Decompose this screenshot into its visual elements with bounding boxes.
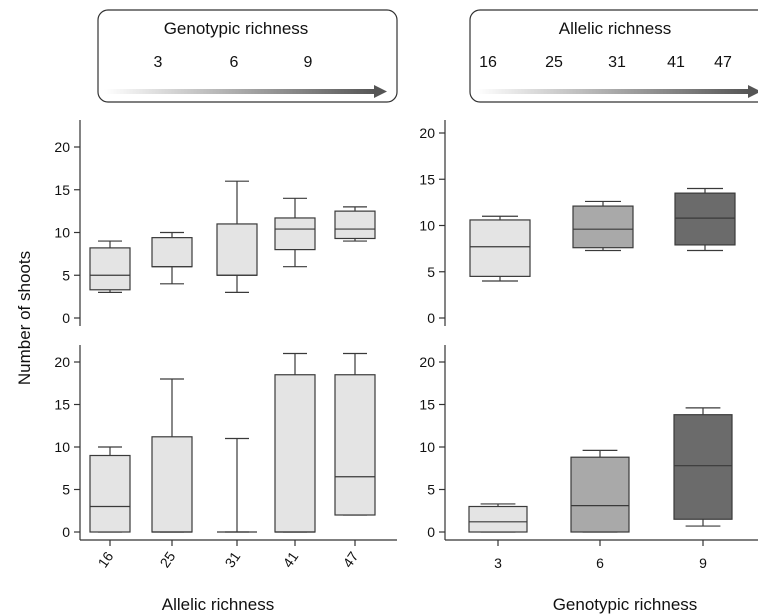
panel-bottom-left: 0 5 10 15 20 16 25 31 41 47 — [54, 345, 397, 570]
legend-allelic-value: 16 — [479, 54, 497, 71]
box-iqr — [151, 237, 193, 268]
y-tick-label: 0 — [62, 310, 70, 326]
y-tick-label: 15 — [54, 397, 70, 413]
box-iqr — [570, 456, 630, 533]
y-tick-label: 15 — [54, 182, 70, 198]
y-tick-label: 15 — [419, 171, 435, 187]
box-iqr — [89, 454, 131, 533]
y-tick-label: 5 — [62, 482, 70, 498]
y-tick-label: 10 — [419, 439, 435, 455]
y-tick-label: 5 — [62, 267, 70, 283]
box-iqr — [674, 192, 736, 246]
legend-genotypic-frame — [97, 9, 398, 103]
legend-allelic-frame — [469, 9, 758, 103]
legend-allelic-value: 25 — [545, 54, 563, 71]
legend-allelic-title: Allelic richness — [559, 19, 671, 38]
box-iqr — [334, 374, 376, 516]
x-axis-label-right: Genotypic richness — [553, 595, 698, 614]
box-41 — [274, 352, 316, 533]
panels: 0 5 10 15 20 0 5 10 15 20 0 5 10 15 20 16 25 31 41 47 0 5 10 15… — [54, 120, 758, 571]
box-3 — [468, 503, 528, 533]
panel-top-left: 0 5 10 15 20 — [54, 120, 376, 326]
box-47 — [334, 206, 376, 242]
y-tick-label: 10 — [419, 218, 435, 234]
legend-genotypic-arrow-shaft — [104, 89, 376, 94]
box-31 — [216, 180, 258, 293]
box-25 — [151, 378, 193, 533]
box-iqr — [673, 414, 733, 520]
legend-allelic-arrow-shaft — [476, 89, 750, 94]
box-16 — [89, 446, 131, 533]
y-axis-label: Number of shoots — [15, 251, 34, 385]
y-tick-label: 10 — [54, 225, 70, 241]
legend-genotypic-value: 3 — [154, 54, 163, 71]
legend-allelic-value: 41 — [667, 54, 685, 71]
x-tick-label: 9 — [699, 555, 707, 571]
box-41 — [274, 197, 316, 268]
x-tick-label: 47 — [339, 548, 361, 570]
box-iqr — [274, 374, 316, 533]
x-tick-label: 41 — [279, 548, 301, 570]
y-tick-label: 5 — [427, 482, 435, 498]
box-iqr — [469, 219, 531, 277]
x-tick-label: 16 — [94, 548, 116, 570]
box-16 — [89, 240, 131, 293]
box-6 — [570, 449, 630, 533]
legend-allelic-arrow-head — [748, 85, 758, 98]
x-axis-label-left: Allelic richness — [162, 595, 274, 614]
box-31 — [217, 437, 257, 533]
y-tick-label: 5 — [427, 264, 435, 280]
legend-genotypic-arrow-head — [374, 85, 387, 98]
box-25 — [151, 231, 193, 285]
x-tick-label: 3 — [494, 555, 502, 571]
legend-allelic: Allelic richness 16 25 31 41 47 — [469, 9, 758, 103]
y-tick-label: 20 — [54, 139, 70, 155]
x-tick-label: 25 — [156, 548, 178, 570]
box-47 — [334, 352, 376, 516]
box-iqr — [151, 436, 193, 533]
legend-allelic-value: 31 — [608, 54, 626, 71]
y-tick-label: 0 — [62, 524, 70, 540]
legend-genotypic: Genotypic richness 3 6 9 — [97, 9, 398, 103]
legend-genotypic-value: 6 — [230, 54, 239, 71]
y-tick-label: 0 — [427, 310, 435, 326]
box-iqr — [468, 505, 528, 533]
box-9 — [673, 407, 733, 527]
panel-top-right: 0 5 10 15 20 — [419, 120, 736, 326]
y-tick-label: 20 — [419, 125, 435, 141]
y-tick-label: 0 — [427, 524, 435, 540]
legend-allelic-value: 47 — [714, 54, 732, 71]
y-tick-label: 10 — [54, 439, 70, 455]
y-tick-label: 20 — [54, 354, 70, 370]
box-iqr — [274, 217, 316, 251]
panel-bottom-right: 0 5 10 15 20 3 6 9 — [419, 345, 758, 571]
y-tick-label: 15 — [419, 397, 435, 413]
legend-genotypic-title: Genotypic richness — [164, 19, 309, 38]
box-9 — [674, 187, 736, 252]
y-tick-label: 20 — [419, 354, 435, 370]
box-iqr — [89, 247, 131, 291]
x-tick-label: 6 — [596, 555, 604, 571]
x-tick-label: 31 — [221, 548, 243, 570]
legend-genotypic-value: 9 — [304, 54, 313, 71]
box-6 — [572, 200, 634, 252]
box-iqr — [334, 210, 376, 240]
box-iqr — [216, 223, 258, 276]
box-3 — [469, 215, 531, 282]
box-iqr — [572, 205, 634, 249]
